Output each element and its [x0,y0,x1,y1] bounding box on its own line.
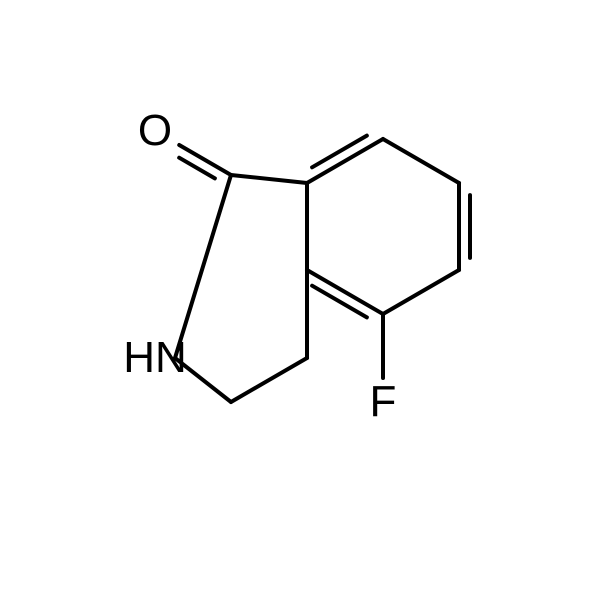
bond-line [383,139,459,183]
bond-line [231,358,307,402]
molecule-diagram: O HN F [0,0,600,600]
atom-label-o: O [138,106,172,156]
bond-layer [0,0,600,600]
bond-line [231,175,307,183]
bond-line [307,139,383,183]
bond-line [307,270,383,314]
atom-label-hn: HN [123,333,187,383]
atom-label-f: F [370,377,397,427]
bond-line [383,270,459,314]
bond-line [175,175,231,358]
